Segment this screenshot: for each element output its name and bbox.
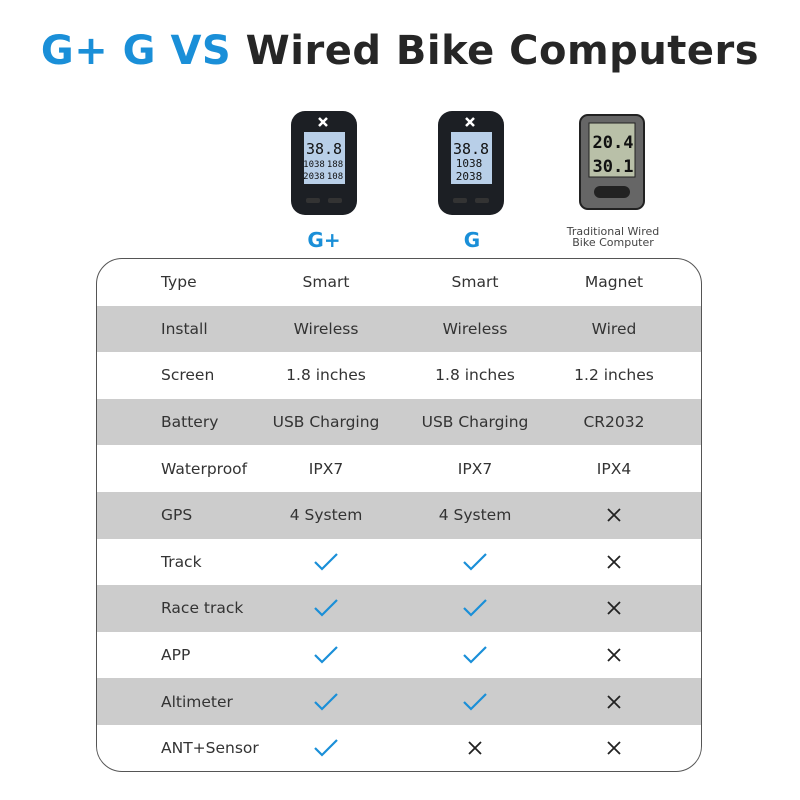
cross-icon (544, 585, 684, 632)
cross-icon (405, 725, 545, 771)
table-row: GPS 4 System 4 System (97, 492, 701, 539)
table-row: ANT+Sensor (97, 725, 701, 771)
row-value: IPX7 (308, 459, 344, 478)
row-value: USB Charging (421, 413, 529, 432)
row-value: Magnet (584, 273, 644, 292)
cross-icon (544, 678, 684, 725)
table-row: Track (97, 539, 701, 586)
row-label: Track (161, 552, 202, 571)
wired-device-image: 20.4 30.1 (579, 114, 645, 210)
row-value: 1.8 inches (435, 366, 515, 385)
lcd-value: 2038 (456, 170, 483, 183)
row-label: Screen (161, 366, 215, 385)
check-icon (405, 678, 545, 725)
row-label: Race track (161, 599, 244, 618)
check-icon (405, 539, 545, 586)
row-value: 1.8 inches (286, 366, 366, 385)
check-icon (256, 725, 396, 771)
row-label: ANT+Sensor (161, 739, 259, 758)
check-icon (405, 585, 545, 632)
row-value: 4 System (438, 506, 512, 525)
g-device-image: 38.8 1038 2038 (437, 110, 505, 216)
row-label: Altimeter (161, 692, 233, 711)
cross-icon (544, 492, 684, 539)
check-icon (256, 539, 396, 586)
table-row: Altimeter (97, 678, 701, 725)
row-value: Smart (451, 273, 499, 292)
row-value: Smart (302, 273, 350, 292)
table-row: Race track (97, 585, 701, 632)
lcd-value: 1038 (456, 157, 483, 170)
row-value: IPX7 (457, 459, 493, 478)
row-value: CR2032 (583, 413, 645, 432)
g-plus-device-image: 38.8 1038 188 2038 108 (290, 110, 358, 216)
check-icon (256, 678, 396, 725)
lcd-value: 30.1 (593, 157, 634, 177)
row-value: Wireless (442, 319, 508, 338)
cross-icon (544, 725, 684, 771)
lcd-speed: 38.8 (306, 140, 342, 158)
row-label: Battery (161, 413, 219, 432)
lcd-value: 108 (327, 172, 343, 182)
table-row: Install Wireless Wireless Wired (97, 305, 701, 353)
cross-icon (544, 632, 684, 679)
lcd-value: 188 (327, 160, 343, 170)
row-label: GPS (161, 506, 193, 525)
page-title: G+ G VS Wired Bike Computers (40, 28, 760, 74)
row-value: Wireless (293, 319, 359, 338)
check-icon (256, 632, 396, 679)
row-value: IPX4 (596, 459, 632, 478)
row-label: APP (161, 646, 191, 665)
table-row: Battery USB Charging USB Charging CR2032 (97, 398, 701, 446)
lcd-value: 1038 (303, 160, 325, 170)
g-plus-label: G+ (307, 228, 341, 252)
table-row: Type Smart Smart Magnet (97, 259, 701, 306)
lcd-speed: 38.8 (453, 140, 489, 158)
row-value: 1.2 inches (574, 366, 654, 385)
check-icon (405, 632, 545, 679)
row-value: USB Charging (272, 413, 380, 432)
comparison-table: Type Smart Smart Magnet Install Wireless Wirel… (96, 258, 702, 772)
check-icon (256, 585, 396, 632)
table-row: Waterproof IPX7 IPX7 IPX4 (97, 445, 701, 492)
table-row: Screen 1.8 inches 1.8 inches 1.2 inches (97, 352, 701, 399)
cross-icon (544, 539, 684, 586)
lcd-speed: 20.4 (593, 133, 634, 153)
row-label: Type (161, 273, 197, 292)
row-value: 4 System (289, 506, 363, 525)
row-value: Wired (591, 319, 637, 338)
g-label: G (463, 228, 481, 252)
row-label: Install (161, 319, 208, 338)
row-label: Waterproof (161, 459, 248, 478)
lcd-value: 2038 (303, 172, 325, 182)
wired-label: Traditional Wired Bike Computer (566, 225, 660, 249)
table-row: APP (97, 632, 701, 679)
